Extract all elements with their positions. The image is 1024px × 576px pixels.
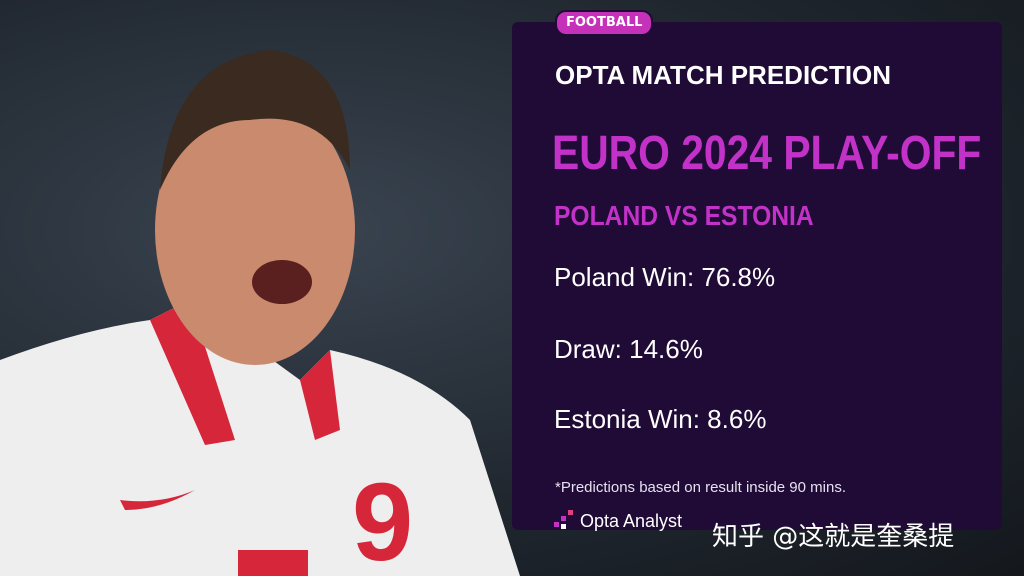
watermark: 知乎 @这就是奎桑提 [712,522,955,552]
hair [160,50,350,190]
prediction: Estonia Win: 8.6% [554,404,767,434]
prediction: Draw: 14.6% [554,334,703,364]
prediction: Poland Win: 76.8% [554,262,776,292]
footnote: *Predictions based on result inside 90 m… [555,479,846,496]
head [155,95,355,365]
mouth [252,260,312,304]
heading: EURO 2024 PLAY-OFF [552,127,982,180]
subheading: POLAND VS ESTONIA [554,200,814,231]
category-tag: FOOTBALL [555,10,654,36]
title: OPTA MATCH PREDICTION [555,60,892,90]
logo-text: Opta Analyst [580,511,683,531]
badge [238,550,308,576]
logo-icon [554,510,573,529]
prediction-panel [512,22,1002,530]
shirt-logo [120,490,195,510]
shirt-number: 9 [352,461,413,576]
